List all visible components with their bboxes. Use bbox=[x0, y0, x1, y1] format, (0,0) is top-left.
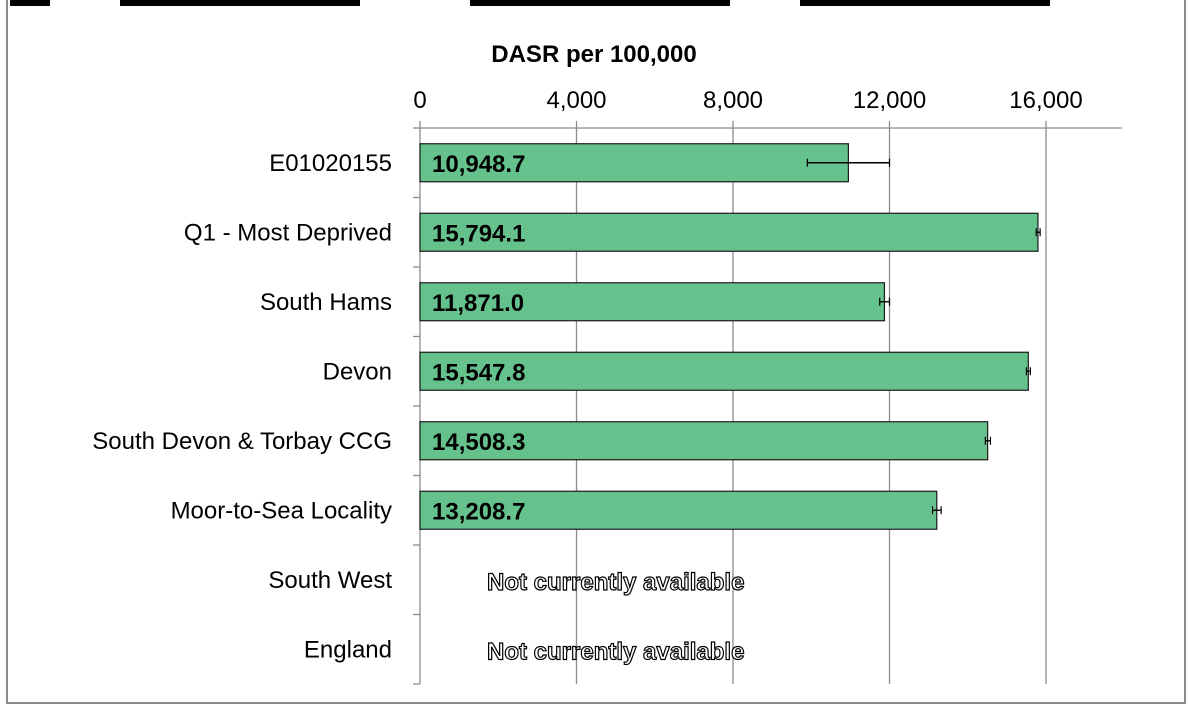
data-label: 13,208.7 bbox=[432, 498, 525, 525]
x-tick-label: 4,000 bbox=[546, 87, 606, 114]
x-tick-label: 0 bbox=[413, 87, 426, 114]
category-label: South Hams bbox=[260, 289, 392, 316]
unavailable-label: Not currently available bbox=[487, 569, 744, 596]
category-label: Devon bbox=[323, 358, 392, 385]
bar bbox=[419, 143, 849, 183]
category-label: Q1 - Most Deprived bbox=[184, 219, 392, 246]
bar bbox=[419, 212, 1039, 252]
data-label: 11,871.0 bbox=[432, 290, 524, 317]
chart-frame bbox=[6, 0, 1186, 704]
bar bbox=[419, 351, 1029, 391]
data-label: 10,948.7 bbox=[432, 151, 525, 178]
category-label: Moor-to-Sea Locality bbox=[171, 497, 392, 524]
data-label: 15,547.8 bbox=[432, 359, 525, 386]
bar bbox=[419, 490, 938, 530]
x-tick-label: 8,000 bbox=[703, 87, 763, 114]
category-label: South West bbox=[268, 567, 392, 594]
x-tick-label: 16,000 bbox=[1009, 87, 1082, 114]
category-label: E01020155 bbox=[269, 150, 392, 177]
cropped-header-text bbox=[0, 0, 1188, 6]
bar bbox=[419, 282, 886, 322]
category-label: South Devon & Torbay CCG bbox=[92, 428, 392, 455]
x-tick-label: 12,000 bbox=[853, 87, 926, 114]
unavailable-label: Not currently available bbox=[487, 638, 744, 665]
bar bbox=[419, 421, 989, 461]
data-label: 15,794.1 bbox=[432, 220, 525, 247]
data-label: 14,508.3 bbox=[432, 429, 525, 456]
category-label: England bbox=[304, 636, 392, 663]
chart-title: DASR per 100,000 bbox=[491, 41, 696, 68]
